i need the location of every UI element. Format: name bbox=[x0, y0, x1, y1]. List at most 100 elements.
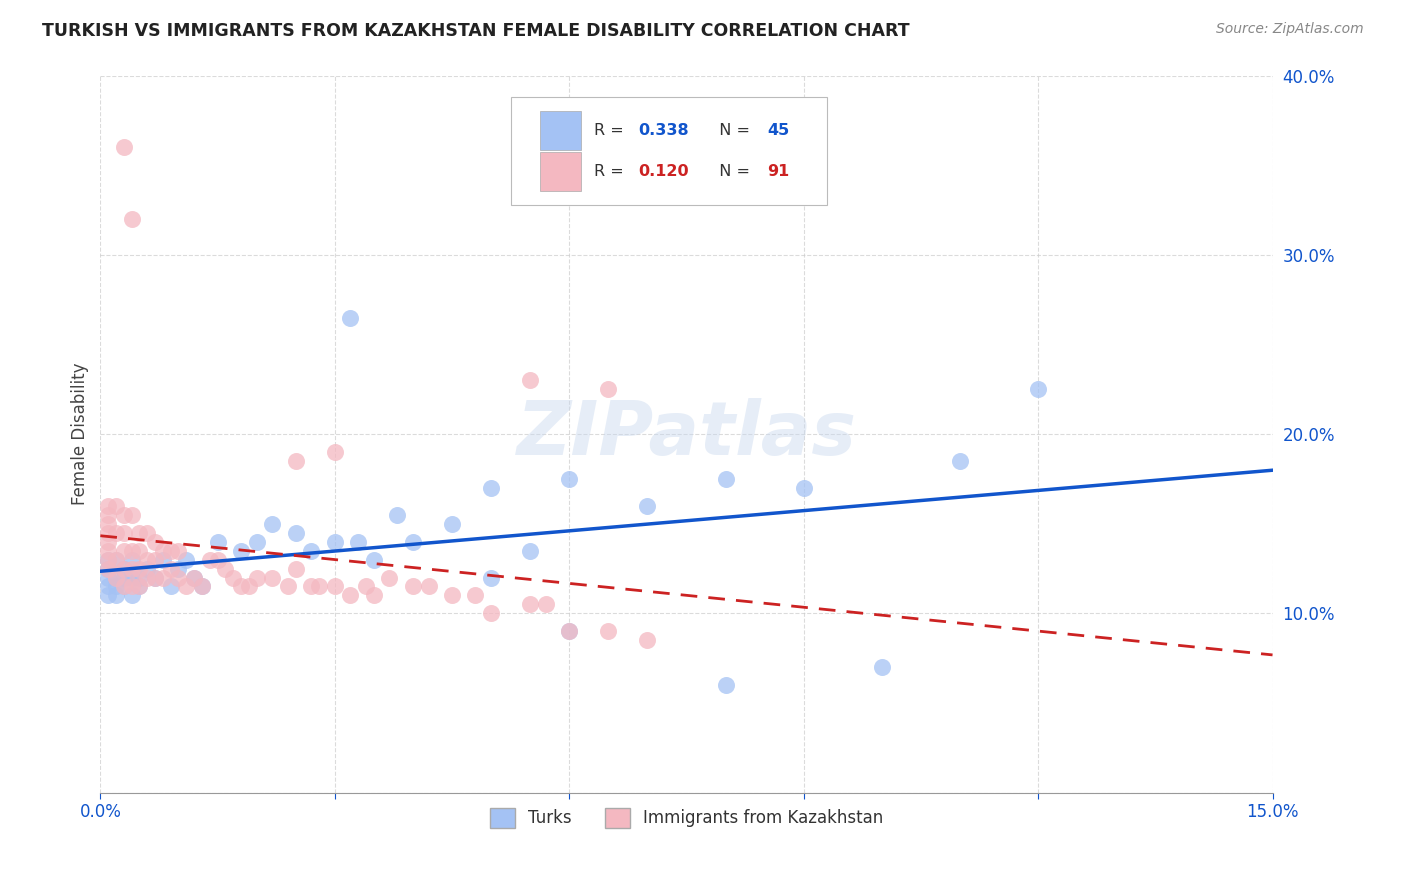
Point bbox=[112, 561, 135, 575]
Point bbox=[284, 525, 307, 540]
Point bbox=[121, 570, 143, 584]
Point bbox=[104, 570, 127, 584]
Point bbox=[558, 624, 581, 639]
Point bbox=[128, 543, 150, 558]
Point bbox=[440, 589, 463, 603]
Text: N =: N = bbox=[709, 164, 755, 178]
Point bbox=[519, 598, 541, 612]
Point bbox=[121, 579, 143, 593]
Point bbox=[479, 607, 502, 621]
Text: R =: R = bbox=[593, 164, 628, 178]
Point bbox=[277, 579, 299, 593]
Text: ZIPatlas: ZIPatlas bbox=[516, 398, 856, 471]
Point bbox=[97, 570, 120, 584]
Point bbox=[558, 624, 581, 639]
Point bbox=[222, 570, 245, 584]
Point bbox=[136, 525, 159, 540]
Point bbox=[97, 561, 120, 575]
Point bbox=[104, 552, 127, 566]
Point bbox=[152, 543, 174, 558]
Point bbox=[112, 579, 135, 593]
Point bbox=[519, 373, 541, 387]
Point bbox=[299, 579, 322, 593]
Point bbox=[1026, 382, 1049, 396]
Point bbox=[97, 525, 120, 540]
Point bbox=[97, 561, 120, 575]
Text: Source: ZipAtlas.com: Source: ZipAtlas.com bbox=[1216, 22, 1364, 37]
Point bbox=[191, 579, 214, 593]
Point bbox=[128, 579, 150, 593]
Point bbox=[714, 472, 737, 486]
Point bbox=[714, 678, 737, 692]
Point bbox=[183, 570, 205, 584]
Point bbox=[167, 570, 190, 584]
Point bbox=[159, 561, 181, 575]
Point bbox=[97, 534, 120, 549]
Point bbox=[176, 579, 198, 593]
Point bbox=[387, 508, 409, 522]
Point bbox=[262, 516, 284, 531]
Text: R =: R = bbox=[593, 123, 628, 137]
Point bbox=[97, 579, 120, 593]
Point bbox=[284, 454, 307, 468]
Point bbox=[128, 570, 150, 584]
Point bbox=[229, 543, 252, 558]
Point bbox=[112, 543, 135, 558]
Point bbox=[159, 579, 181, 593]
Point bbox=[167, 543, 190, 558]
Point bbox=[299, 543, 322, 558]
Point bbox=[128, 579, 150, 593]
Point bbox=[323, 534, 346, 549]
Point bbox=[136, 570, 159, 584]
Text: TURKISH VS IMMIGRANTS FROM KAZAKHSTAN FEMALE DISABILITY CORRELATION CHART: TURKISH VS IMMIGRANTS FROM KAZAKHSTAN FE… bbox=[42, 22, 910, 40]
Point bbox=[97, 552, 120, 566]
Point bbox=[136, 561, 159, 575]
Point bbox=[97, 508, 120, 522]
Point bbox=[363, 552, 385, 566]
Point bbox=[112, 525, 135, 540]
Point bbox=[308, 579, 330, 593]
Point bbox=[121, 589, 143, 603]
Point bbox=[128, 525, 150, 540]
Point bbox=[363, 589, 385, 603]
Point bbox=[152, 570, 174, 584]
Point bbox=[121, 211, 143, 226]
Point bbox=[284, 561, 307, 575]
Point bbox=[636, 499, 658, 513]
Point bbox=[207, 534, 229, 549]
Point bbox=[121, 543, 143, 558]
Point bbox=[176, 552, 198, 566]
Point bbox=[207, 552, 229, 566]
Text: 0.338: 0.338 bbox=[638, 123, 689, 137]
Point bbox=[104, 525, 127, 540]
Bar bbox=[540, 152, 581, 192]
Point bbox=[246, 534, 269, 549]
Point bbox=[323, 579, 346, 593]
Text: 45: 45 bbox=[768, 123, 790, 137]
Point bbox=[598, 624, 620, 639]
Point bbox=[183, 570, 205, 584]
Point bbox=[167, 561, 190, 575]
Point bbox=[97, 543, 120, 558]
Point bbox=[214, 561, 236, 575]
Point bbox=[440, 516, 463, 531]
Point bbox=[112, 570, 135, 584]
Point bbox=[238, 579, 260, 593]
Text: 0.120: 0.120 bbox=[638, 164, 689, 178]
Point bbox=[519, 543, 541, 558]
Point bbox=[558, 472, 581, 486]
Point bbox=[143, 570, 166, 584]
Point bbox=[323, 445, 346, 459]
Y-axis label: Female Disability: Female Disability bbox=[72, 363, 89, 506]
Point bbox=[534, 598, 557, 612]
Point bbox=[152, 552, 174, 566]
Point bbox=[97, 589, 120, 603]
Point bbox=[378, 570, 401, 584]
Point bbox=[198, 552, 221, 566]
Point bbox=[97, 516, 120, 531]
Point bbox=[191, 579, 214, 593]
Point bbox=[112, 140, 135, 154]
Point bbox=[97, 499, 120, 513]
Text: N =: N = bbox=[709, 123, 755, 137]
Point bbox=[104, 570, 127, 584]
